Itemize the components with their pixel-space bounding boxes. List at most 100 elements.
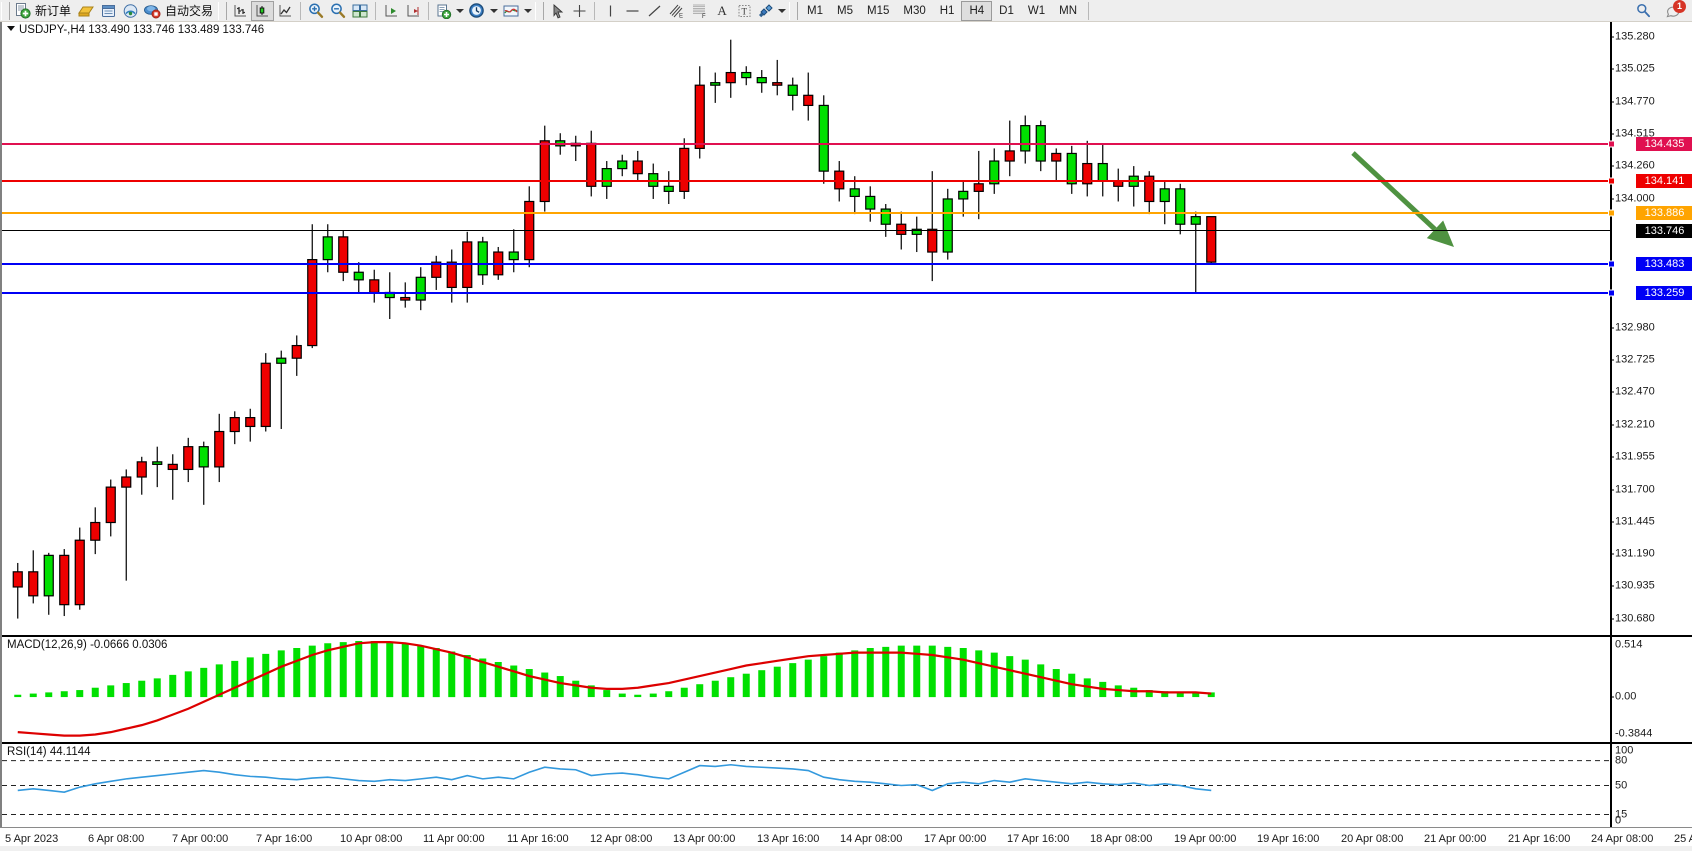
level-anchor-resistance-2[interactable] <box>1608 140 1615 148</box>
auto-scroll-button[interactable] <box>380 1 402 21</box>
data-window-button[interactable] <box>97 1 119 21</box>
timeframe-m1[interactable]: M1 <box>807 4 824 17</box>
collapse-triangle-icon[interactable] <box>7 26 15 31</box>
timeframe-group: M1 M5 M15 M30 H1 H4 D1 W1 MN <box>800 0 1084 21</box>
chevron-down-icon-2[interactable] <box>490 8 499 13</box>
trend-arrow-head[interactable] <box>1426 220 1454 247</box>
level-anchor-resistance-1[interactable] <box>1608 177 1615 185</box>
timeframe-d1[interactable]: D1 <box>999 4 1014 17</box>
trendline-button[interactable] <box>643 1 665 21</box>
chevron-down-icon-4[interactable] <box>778 8 787 13</box>
vertical-line-button[interactable] <box>599 1 621 21</box>
timeframe-h4[interactable]: H4 <box>961 0 993 21</box>
horizontal-line-icon <box>626 9 639 12</box>
zoom-in-button[interactable] <box>305 1 327 21</box>
price-tick: 130.935 <box>1610 579 1655 592</box>
level-line-support-1[interactable] <box>2 260 1615 268</box>
period-button[interactable] <box>466 1 500 21</box>
candle-body <box>694 84 705 149</box>
candle-body <box>880 208 891 225</box>
rsi-tick: 15 <box>1615 808 1628 821</box>
price-tag-current-price[interactable]: 133.746 <box>1636 224 1692 239</box>
toolbar-grip-3[interactable] <box>535 1 545 20</box>
new-order-button[interactable]: 新订单 <box>12 1 75 21</box>
toolbar-grip-2[interactable] <box>218 1 228 20</box>
text-button[interactable]: A <box>711 1 733 21</box>
candle-body <box>90 521 101 541</box>
indicators-icon <box>503 5 519 16</box>
time-label: 18 Apr 08:00 <box>1090 833 1153 845</box>
chevron-down-icon[interactable] <box>456 8 465 13</box>
crosshair-button[interactable] <box>568 1 590 21</box>
trend-arrow-shaft[interactable] <box>1351 151 1437 232</box>
toolbar-grip[interactable] <box>1 1 10 20</box>
candle-body <box>136 461 147 478</box>
indicators-button[interactable] <box>500 1 534 21</box>
candle-body <box>245 417 256 428</box>
templates-button[interactable] <box>433 1 466 21</box>
level-line-resistance-1[interactable] <box>2 177 1615 185</box>
price-plot-area[interactable] <box>2 22 1610 635</box>
candle-body <box>28 571 39 597</box>
level-anchor-support-2[interactable] <box>1608 289 1615 297</box>
tile-windows-button[interactable] <box>349 1 371 21</box>
level-line-resistance-2[interactable] <box>2 140 1615 148</box>
candle-body <box>989 160 1000 185</box>
text-label-button[interactable]: T <box>733 1 755 21</box>
navigator-button[interactable] <box>119 1 141 21</box>
fibonacci-button[interactable]: F <box>688 1 711 21</box>
candle-body <box>1020 125 1031 152</box>
line-chart-icon <box>279 4 291 16</box>
time-label: 13 Apr 16:00 <box>757 833 820 845</box>
candle-chart-button[interactable] <box>251 0 275 21</box>
timeframe-m5[interactable]: M5 <box>837 4 853 17</box>
timeframe-m15[interactable]: M15 <box>867 4 890 17</box>
price-tag-resistance-1[interactable]: 134.141 <box>1636 174 1692 189</box>
level-line-current-price[interactable] <box>2 230 1610 232</box>
autotrading-button[interactable]: 自动交易 <box>141 1 217 21</box>
equidistant-channel-button[interactable]: E <box>665 1 688 21</box>
macd-svg <box>14 640 1215 737</box>
horizontal-line-button[interactable] <box>621 1 643 21</box>
bar-chart-button[interactable] <box>229 1 251 21</box>
price-tag-resistance-2[interactable]: 134.435 <box>1636 136 1692 151</box>
price-tick: 132.980 <box>1610 321 1655 334</box>
line-chart-button[interactable] <box>274 1 296 21</box>
candle-body <box>973 183 984 192</box>
rsi-plot-area[interactable] <box>2 744 1610 827</box>
search-button[interactable] <box>1632 1 1654 21</box>
chevron-down-icon-3[interactable] <box>524 8 533 13</box>
chart-shift-button[interactable] <box>402 1 424 21</box>
alerts-button[interactable]: 1 <box>1664 0 1686 20</box>
macd-plot-area[interactable] <box>2 637 1610 742</box>
price-tag-pivot[interactable]: 133.886 <box>1636 206 1692 221</box>
timeframe-m30[interactable]: M30 <box>903 4 926 17</box>
candle-body <box>12 571 23 588</box>
price-axis[interactable]: 135.280 135.025 134.770 134.515 134.260 134.0… <box>1610 22 1692 635</box>
cursor-button[interactable] <box>546 1 568 21</box>
bottom-strip <box>0 846 1692 851</box>
level-anchor-support-1[interactable] <box>1608 260 1615 268</box>
timeframe-w1[interactable]: W1 <box>1027 4 1046 17</box>
candle-body <box>477 241 488 276</box>
svg-text:F: F <box>702 14 706 19</box>
toolbar-grip-4[interactable] <box>789 1 799 20</box>
price-tag-support-1[interactable]: 133.483 <box>1636 257 1692 272</box>
price-tag-support-2[interactable]: 133.259 <box>1636 285 1692 300</box>
zoom-out-button[interactable] <box>327 1 349 21</box>
time-label: 21 Apr 00:00 <box>1424 833 1487 845</box>
alerts-count: 1 <box>1673 0 1686 13</box>
level-line-support-2[interactable] <box>2 289 1615 297</box>
objects-list-button[interactable] <box>755 1 788 21</box>
candle-body <box>291 344 302 359</box>
candle-body <box>1082 162 1093 185</box>
level-anchor-pivot[interactable] <box>1608 209 1615 217</box>
time-label: 25 Apr 00:00 <box>1674 833 1692 845</box>
timeframe-mn[interactable]: MN <box>1059 4 1077 17</box>
candle-body <box>1051 152 1062 162</box>
timeframe-h1[interactable]: H1 <box>939 4 955 17</box>
level-line-pivot[interactable] <box>2 209 1615 217</box>
market-watch-button[interactable] <box>75 1 97 21</box>
macd-pane: MACD(12,26,9) -0.0666 0.0306 0.514 0.00 -0… <box>2 635 1692 742</box>
time-label: 5 Apr 2023 <box>5 833 59 845</box>
